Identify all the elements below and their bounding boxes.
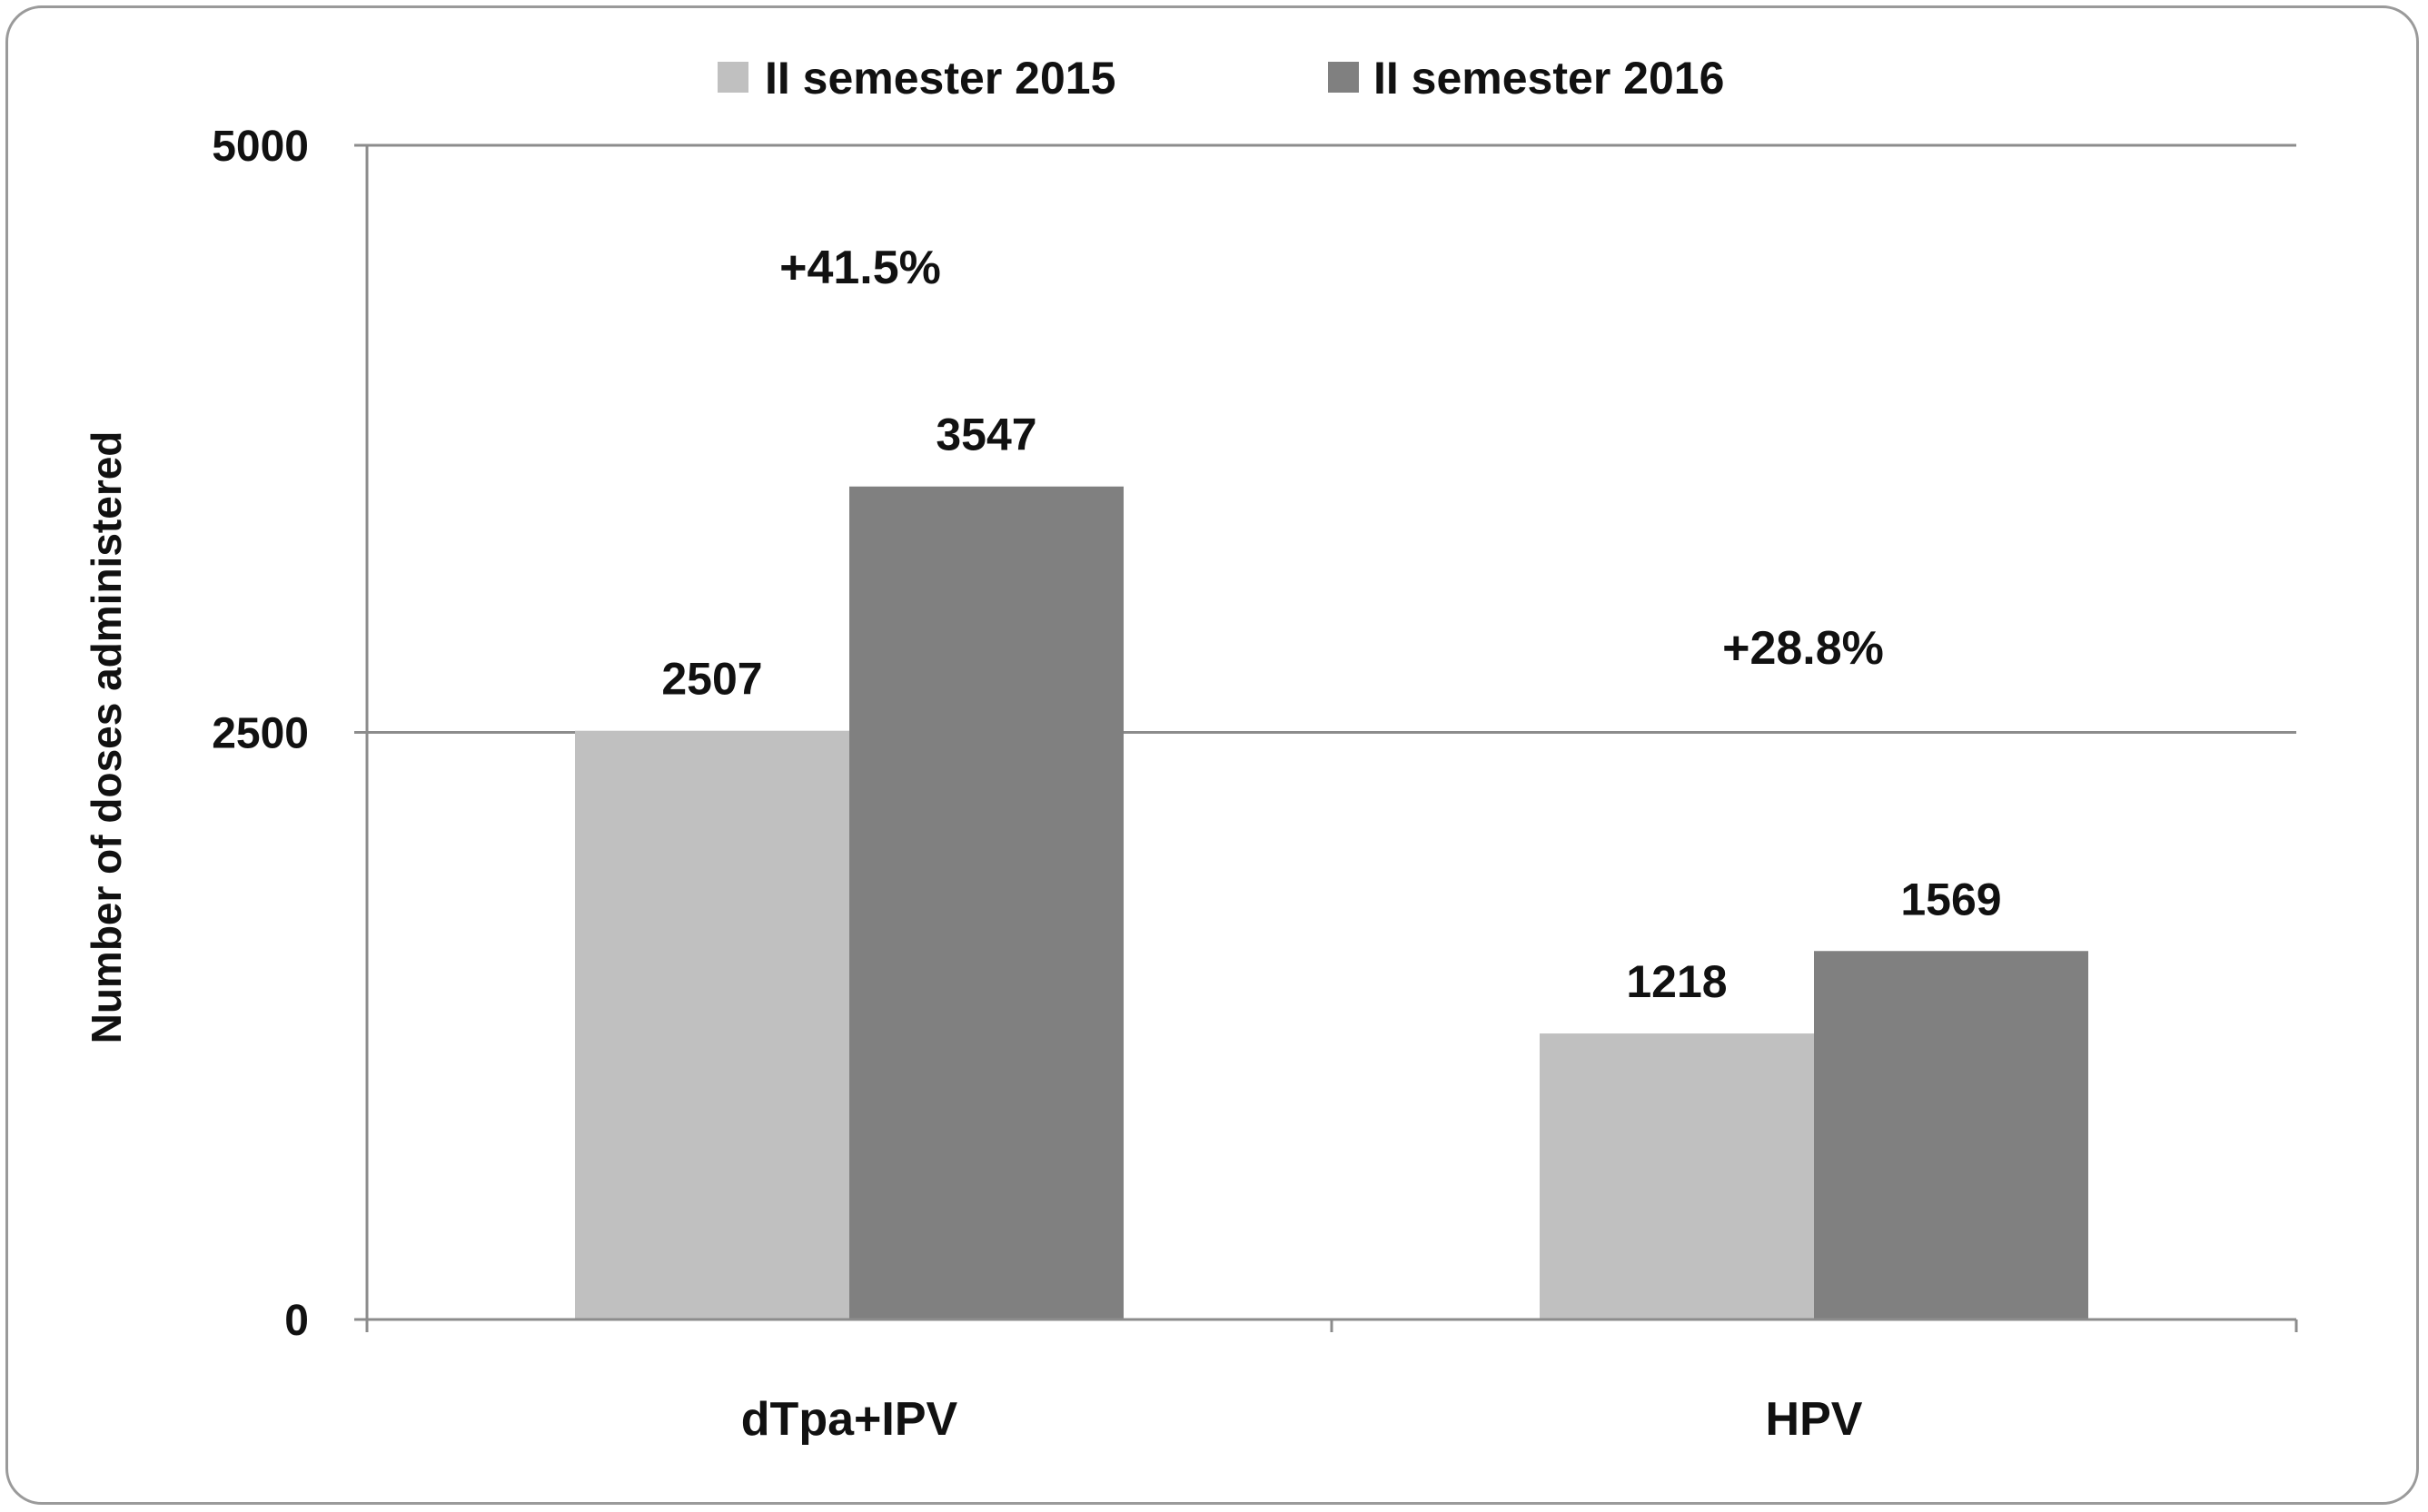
legend-label-2016: II semester 2016 [1373,53,1724,104]
legend-label-2015: II semester 2015 [765,53,1115,104]
y-tick-label-2500: 2500 [212,710,309,758]
bar-HPV-II semester 2016 [1814,951,2088,1319]
bar-dTpa+IPV-II semester 2015 [575,730,849,1319]
y-tick-label-5000: 5000 [212,123,309,171]
data-label-dTpa+IPV-II semester 2016: 3547 [936,410,1036,460]
annotation-dtpa-ipv-change: +41.5% [779,242,941,294]
y-axis-title: Number of doses administered [83,431,130,1044]
x-tick-label-HPV: HPV [1766,1393,1863,1446]
data-label-dTpa+IPV-II semester 2015: 2507 [661,654,762,705]
bar-HPV-II semester 2015 [1540,1033,1814,1319]
bars [575,486,2088,1319]
y-tick-label-0: 0 [284,1297,309,1345]
labels: 0 2500 5000 2507 3547 dTpa+IPV 1218 1569 HPV [212,123,2001,1446]
legend-swatch-2015 [718,62,748,93]
data-label-HPV-II semester 2016: 1569 [1900,874,2001,924]
data-label-HPV-II semester 2015: 1218 [1626,956,1727,1007]
annotation-hpv-change: +28.8% [1722,622,1884,675]
gridlines [367,143,2296,734]
legend: II semester 2015 II semester 2016 [718,53,1724,104]
legend-swatch-2016 [1328,62,1359,93]
axes [354,143,2298,1332]
x-tick-label-dTpa+IPV: dTpa+IPV [741,1393,958,1446]
bar-dTpa+IPV-II semester 2016 [849,486,1124,1319]
